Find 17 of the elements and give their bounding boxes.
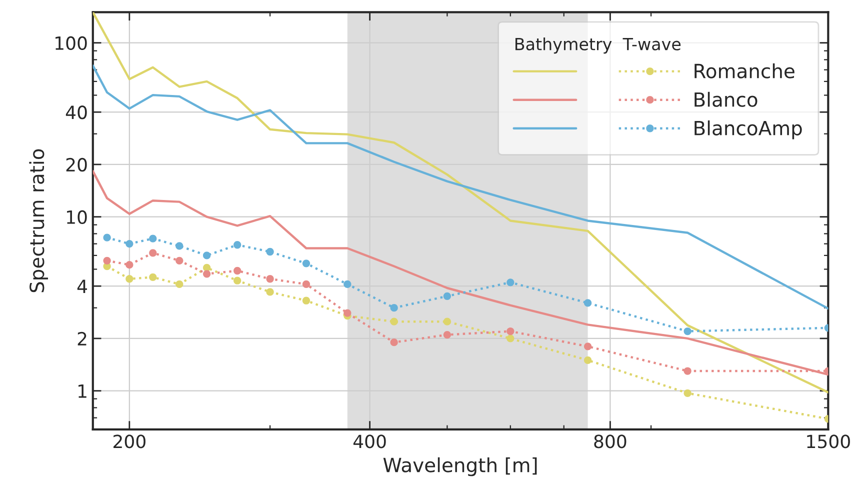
legend-label: Blanco <box>694 92 758 107</box>
x-tick-label: 200 <box>114 434 146 448</box>
y-tick-label: 20 <box>66 158 87 172</box>
y-tick-label: 4 <box>77 280 88 293</box>
y-tick-label: 100 <box>56 36 87 50</box>
y-axis-title: Spectrum ratio <box>29 149 48 292</box>
x-tick-label: 1500 <box>807 434 850 448</box>
legend-label: BlancoAmp <box>694 120 802 140</box>
legend-title: Bathymetry T-wave <box>515 37 681 54</box>
x-tick-label: 400 <box>353 434 386 448</box>
y-tick-label: 40 <box>66 106 87 120</box>
y-tick-label: 10 <box>67 210 87 224</box>
y-tick-label: 1 <box>78 384 86 398</box>
x-tick-label: 800 <box>594 434 626 448</box>
y-tick-label: 2 <box>78 332 86 346</box>
legend-label: Romanche <box>694 63 794 78</box>
x-axis-title: Wavelength [m] <box>383 457 537 476</box>
